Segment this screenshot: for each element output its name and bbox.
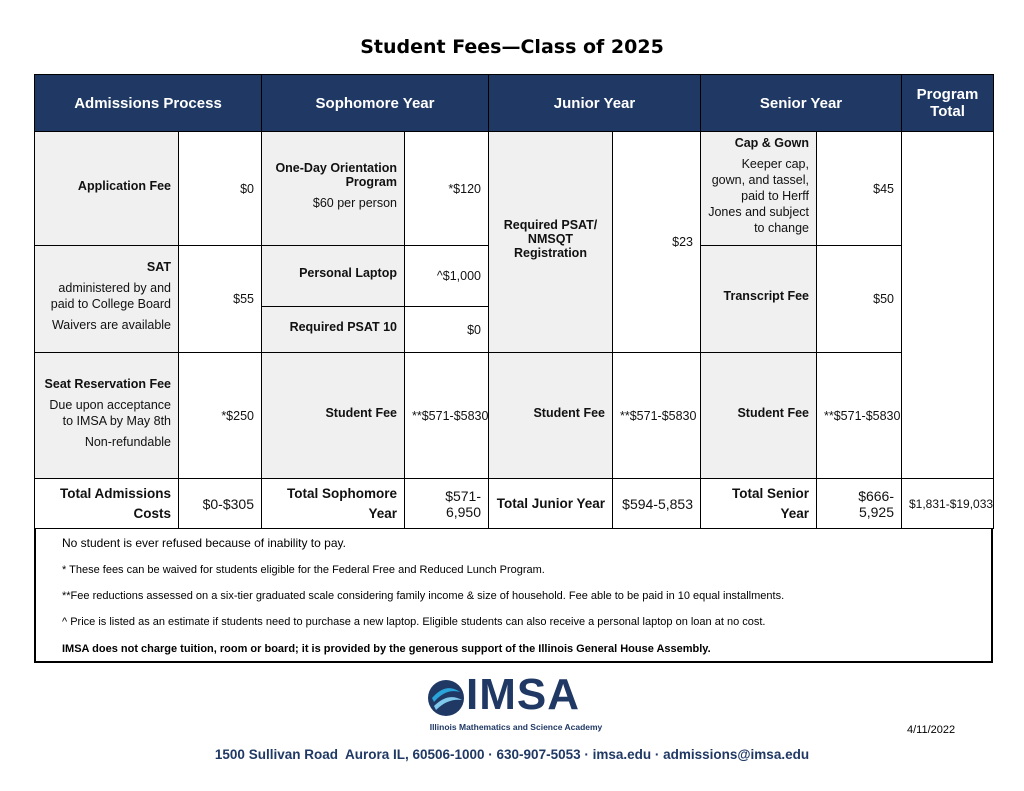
note: Waivers are available xyxy=(51,318,171,332)
label-cell: Application Fee xyxy=(34,131,179,246)
header-cell: Program Total xyxy=(901,74,994,132)
header-cell: Admissions Process xyxy=(34,74,262,132)
label: Application Fee xyxy=(77,178,171,193)
note: Due upon acceptance to IMSA by May 8th xyxy=(49,397,171,428)
note: administered by and paid to College Boar… xyxy=(50,281,171,311)
label: Required PSAT/ NMSQT Registration xyxy=(503,218,598,260)
total-label: Total Senior Year xyxy=(700,478,817,529)
date: 4/11/2022 xyxy=(907,724,956,736)
header-cell: Sophomore Year xyxy=(261,74,489,132)
value-cell: **$571-$5830 xyxy=(816,352,902,479)
label: Personal Laptop xyxy=(299,266,397,280)
label: Seat Reservation Fee xyxy=(44,376,171,391)
label-cell: One-Day Orientation Program $60 per perso… xyxy=(261,131,405,246)
footnote: IMSA does not charge tuition, room or bo… xyxy=(62,643,711,655)
note: Non-refundable xyxy=(84,434,171,449)
logo-icon xyxy=(428,680,464,716)
label: Cap & Gown xyxy=(734,136,809,150)
label-cell: Required PSAT/ NMSQT Registration xyxy=(488,131,613,353)
label-cell: Personal Laptop xyxy=(261,245,405,307)
label-cell: SAT administered by and paid to College B… xyxy=(34,245,179,353)
logo: IMSA Illinois Mathematics and Science Ac… xyxy=(426,670,606,746)
footer: 1500 Sullivan Road Aurora IL, 60506-1000… xyxy=(214,747,810,762)
title: Student Fees—Class of 2025 xyxy=(360,36,664,58)
header-cell: Junior Year xyxy=(488,74,701,132)
value-cell: $45 xyxy=(816,131,902,246)
value-cell: $0 xyxy=(178,131,262,246)
value-cell: ^$1,000 xyxy=(404,245,489,307)
program-total-cell xyxy=(901,131,994,479)
footnote: No student is ever refused because of in… xyxy=(62,536,346,550)
label-cell: Transcript Fee xyxy=(700,245,817,353)
footnote: **Fee reductions assessed on a six-tier … xyxy=(62,590,785,602)
label-cell: Student Fee xyxy=(488,352,613,479)
total-label: Total Sophomore Year xyxy=(261,478,405,529)
value-cell: **$571-$5830 xyxy=(612,352,701,479)
value-cell: $23 xyxy=(612,131,701,353)
label-cell: Required PSAT 10 xyxy=(261,306,405,353)
logo-subtitle: Illinois Mathematics and Science Academy xyxy=(429,722,603,732)
program-total: $1,831-$19,033 xyxy=(901,478,994,529)
label: SAT xyxy=(146,260,171,274)
value-cell: $50 xyxy=(816,245,902,353)
total-value: $594-5,853 xyxy=(612,478,701,529)
label: Student Fee xyxy=(533,405,605,420)
footnote: ^ Price is listed as an estimate if stud… xyxy=(62,616,766,628)
total-value: $0-$305 xyxy=(178,478,262,529)
label: Student Fee xyxy=(325,405,397,420)
total-value: $571-6,950 xyxy=(404,478,489,529)
label-cell: Seat Reservation Fee Due upon acceptance … xyxy=(34,352,179,479)
logo-name: IMSA xyxy=(466,670,580,719)
footnote: * These fees can be waived for students … xyxy=(62,564,545,576)
label-cell: Student Fee xyxy=(261,352,405,479)
label: Required PSAT 10 xyxy=(289,319,397,334)
total-label: Total Admissions Costs xyxy=(34,478,179,529)
label-cell: Cap & Gown Keeper cap, gown, and tassel, … xyxy=(700,131,817,246)
value-cell: *$120 xyxy=(404,131,489,246)
note: $60 per person xyxy=(312,196,397,210)
label: Transcript Fee xyxy=(723,289,809,303)
note: Keeper cap, gown, and tassel, paid to He… xyxy=(708,157,809,235)
total-value: $666-5,925 xyxy=(816,478,902,529)
value-cell: **$571-$5830 xyxy=(404,352,489,479)
total-label: Total Junior Year xyxy=(488,478,613,529)
header-cell: Senior Year xyxy=(700,74,902,132)
label: One-Day Orientation Program xyxy=(275,161,397,189)
value-cell: *$250 xyxy=(178,352,262,479)
label-cell: Student Fee xyxy=(700,352,817,479)
label: Student Fee xyxy=(737,405,809,420)
value-cell: $0 xyxy=(404,306,489,353)
value-cell: $55 xyxy=(178,245,262,353)
